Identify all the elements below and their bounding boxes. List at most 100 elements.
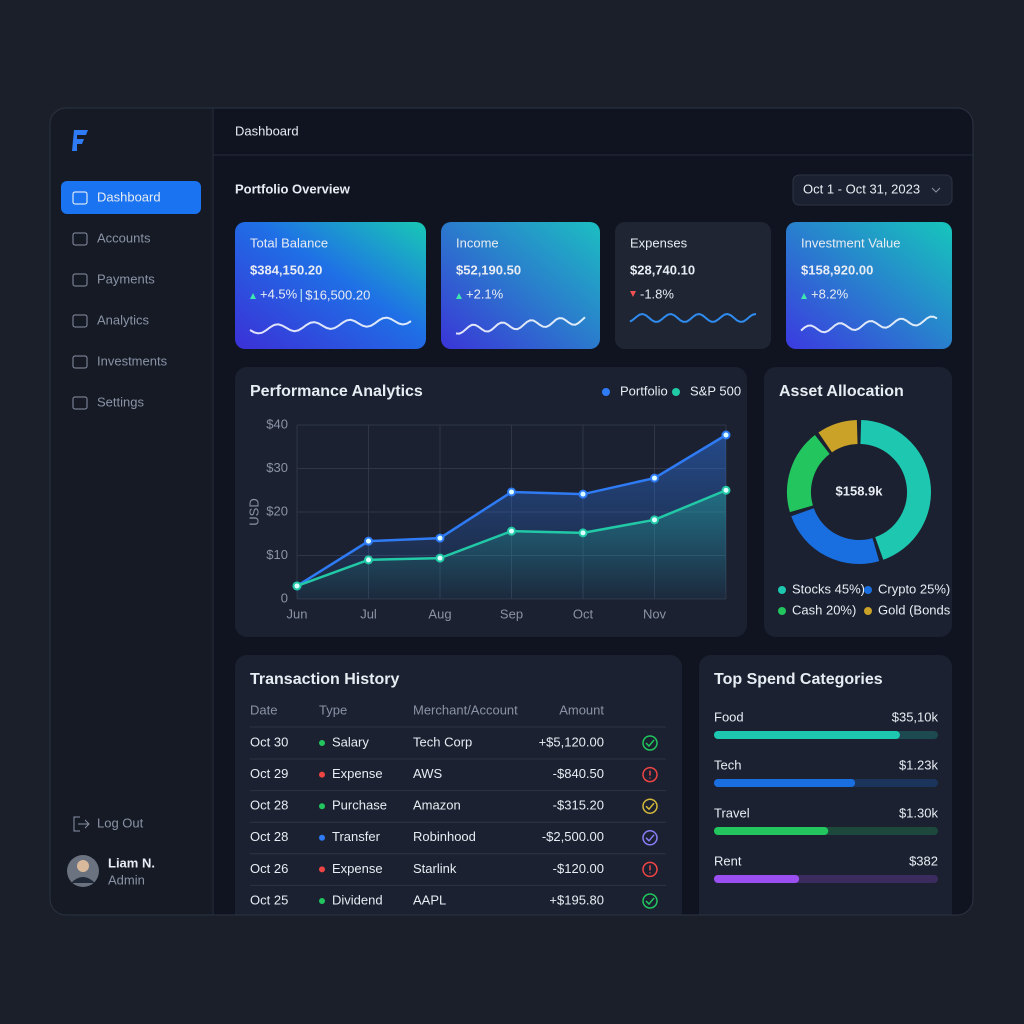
donut-center: $158.9k [836,483,884,498]
legend-label: Stocks 45%) [792,581,865,596]
point [721,430,731,440]
sidebar [50,108,213,915]
nav-active [61,181,201,214]
spend-name: Tech [714,757,741,772]
change-arrow [801,293,807,299]
point [507,526,516,536]
cell-type: Dividend [332,892,383,907]
x-tick-label: Oct [573,606,594,621]
card-label: Total Balance [250,235,328,250]
cell-date: Oct 28 [250,829,288,844]
x-tick-label: Jun [287,606,308,621]
donut-segment [859,420,931,560]
status-glyph [645,739,655,748]
date-range[interactable]: Oct 1 - Oct 31, 2023 [803,181,920,196]
y-tick-label: 0 [281,590,288,605]
spend-amount: $35,10k [892,709,939,724]
content: Dashboard Accounts Payments Analytics Invest… [61,181,952,909]
user-name: Liam N. [108,855,155,870]
cell-amount: +$195.80 [549,892,604,907]
nav-icon [72,355,88,369]
cell-date: Oct 26 [250,861,288,876]
cell-date: Oct 28 [250,798,288,813]
donut-segment [818,420,859,453]
y-tick-label: $20 [266,503,288,518]
legend-dot [602,388,610,396]
legend-dot [864,586,872,594]
legend-dot [672,388,680,396]
spend-amount: $382 [909,853,938,868]
legend-dot [778,586,786,594]
point [721,485,731,495]
cell-merchant: Starlink [413,861,457,876]
sparkline [455,316,586,335]
card-value: $158,920.00 [801,262,873,277]
point [650,515,659,525]
type-dot [319,771,325,778]
bar [714,779,856,787]
page-title: Portfolio Overview [235,181,351,196]
cell-type: Purchase [332,798,387,813]
cell-amount: -$120.00 [553,861,604,876]
card-extra: $16,500.20 [305,287,370,302]
nav-item[interactable]: Dashboard [97,189,161,204]
nav-icon [72,191,88,205]
column-header: Amount [559,702,604,717]
type-dot [319,803,325,810]
date-picker[interactable] [792,174,953,206]
nav-icon [72,273,88,287]
point [507,487,516,497]
status-icon [642,798,658,814]
x-tick-label: Nov [643,606,667,621]
change-arrow [630,291,636,297]
nav-item[interactable]: Accounts [97,230,151,245]
cell-date: Oct 25 [250,892,288,907]
cell-amount: +$5,120.00 [539,734,604,749]
x-tick-label: Aug [428,606,451,621]
panel [764,367,952,637]
point [364,555,373,565]
legend-dot [864,607,872,615]
status-icon [642,766,658,783]
logout[interactable]: Log Out [97,815,144,830]
panel [699,655,952,915]
nav-item[interactable]: Analytics [97,312,150,327]
chart-title: Asset Allocation [779,383,904,400]
type-dot [319,866,325,873]
column-header: Date [250,702,277,717]
nav-item[interactable]: Investments [97,353,168,368]
y-axis-label: USD [246,498,261,525]
legend-label: Gold (Bonds [878,602,951,617]
point [578,528,588,538]
cell-type: Transfer [332,829,381,844]
donut-segment [791,507,880,564]
nav-icon [72,314,88,328]
cell-type: Expense [332,861,383,876]
legend-label: Crypto 25%) [878,581,950,596]
cell-type: Expense [332,766,383,781]
cell-merchant: Robinhood [413,829,476,844]
donut-segment [787,435,831,513]
y-tick-label: $40 [266,416,288,431]
y-tick-label: $10 [266,547,288,562]
nav-item[interactable]: Settings [97,394,144,409]
spend-amount: $1.30k [899,805,939,820]
type-dot [319,898,325,904]
window: Dashboard Portfolio Overview Oct 1 - Oct… [50,108,973,915]
card-value: $52,190.50 [456,262,521,277]
card-value: $28,740.10 [630,262,695,277]
cell-amount: -$840.50 [553,766,604,781]
logout-icon [73,816,90,832]
bar [714,827,829,835]
card-change: +2.1% [466,286,504,301]
card-label: Expenses [630,235,688,250]
stat-card [786,222,952,349]
cell-merchant: Tech Corp [413,734,472,749]
avatar-face [77,860,89,872]
status-glyph [645,897,655,906]
column-header: Type [319,702,347,717]
cell-type: Salary [332,734,369,749]
point [578,489,588,499]
nav-item[interactable]: Payments [97,271,155,286]
status-icon [642,830,658,846]
